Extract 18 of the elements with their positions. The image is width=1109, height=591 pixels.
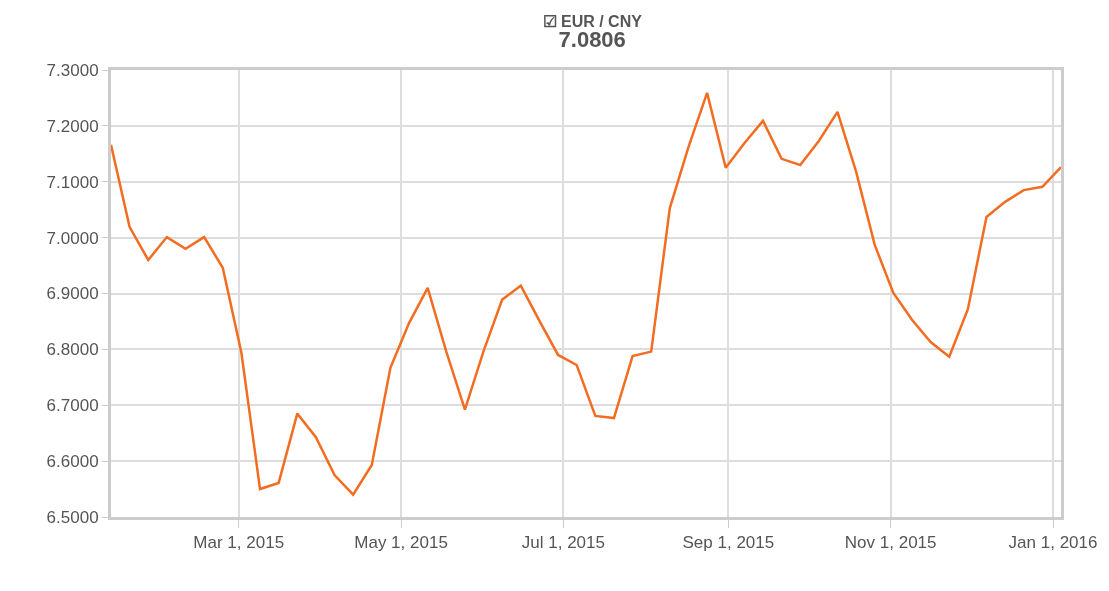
line-series — [111, 91, 1061, 496]
x-tick-label: Jul 1, 2015 — [521, 533, 605, 553]
y-tick-label: 6.5000 — [46, 507, 99, 527]
chart-subtitle: 7.0806 — [558, 27, 626, 53]
y-tick-label: 6.8000 — [46, 340, 99, 360]
chart-title: ☑ EUR / CNY — [542, 12, 643, 30]
x-tick-label: Sep 1, 2015 — [682, 533, 775, 553]
y-tick-label: 7.2000 — [46, 116, 99, 136]
y-tick-label: 7.3000 — [46, 60, 99, 80]
y-tick-label: 6.9000 — [46, 284, 99, 304]
y-tick-label: 6.6000 — [46, 452, 99, 472]
y-tick-label: 6.7000 — [46, 396, 99, 416]
y-tick-label: 7.0000 — [46, 228, 99, 248]
x-tick-label: Jan 1, 2016 — [1008, 533, 1098, 553]
x-tick-label: May 1, 2015 — [354, 533, 448, 553]
x-tick-label: Nov 1, 2015 — [844, 533, 937, 553]
y-tick-label: 7.1000 — [46, 172, 99, 192]
x-tick-label: Mar 1, 2015 — [193, 533, 285, 553]
